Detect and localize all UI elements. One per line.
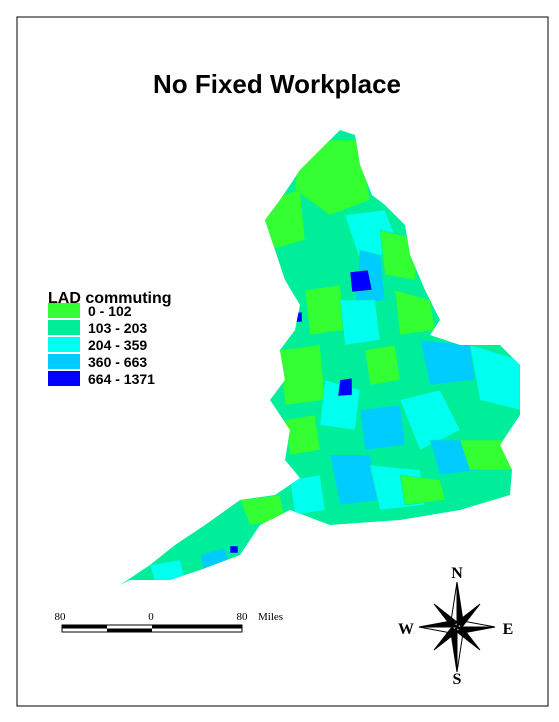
region <box>469 344 520 411</box>
legend-label: 204 - 359 <box>88 337 147 353</box>
scale-label: 0 <box>148 611 154 623</box>
region <box>399 389 461 451</box>
compass-s: S <box>453 671 462 688</box>
scale-unit: Miles <box>258 611 283 623</box>
region <box>284 414 321 456</box>
map-title: No Fixed Workplace <box>153 69 401 99</box>
legend-swatch <box>48 303 80 318</box>
legend-swatch <box>48 337 80 352</box>
compass: N S W E <box>398 565 513 688</box>
region <box>229 545 239 554</box>
legend-label: 0 - 102 <box>88 303 132 319</box>
scale-label: 80 <box>237 611 249 623</box>
region <box>459 439 513 471</box>
region <box>399 474 446 506</box>
region <box>304 284 346 336</box>
legend-label: 103 - 203 <box>88 320 147 336</box>
compass-n: N <box>451 565 463 582</box>
region <box>359 404 406 451</box>
legend-label: 360 - 663 <box>88 354 147 370</box>
region <box>349 269 373 293</box>
scale-bar: 80 0 80 Miles <box>55 611 283 633</box>
scale-segment <box>152 625 242 629</box>
legend-swatch <box>48 371 80 386</box>
compass-e: E <box>503 621 514 638</box>
region <box>294 139 371 216</box>
legend-title: LAD commuting <box>48 290 172 307</box>
region <box>419 339 476 386</box>
scale-label: 80 <box>55 611 67 623</box>
scale-segment <box>62 625 107 629</box>
legend-label: 664 - 1371 <box>88 371 155 387</box>
region <box>279 344 326 406</box>
legend-swatch <box>48 320 80 335</box>
compass-w: W <box>398 621 414 638</box>
region <box>289 474 326 516</box>
scale-segment <box>107 628 152 632</box>
region <box>337 377 353 397</box>
region <box>339 299 381 346</box>
region <box>364 344 401 386</box>
legend-swatch <box>48 354 80 369</box>
